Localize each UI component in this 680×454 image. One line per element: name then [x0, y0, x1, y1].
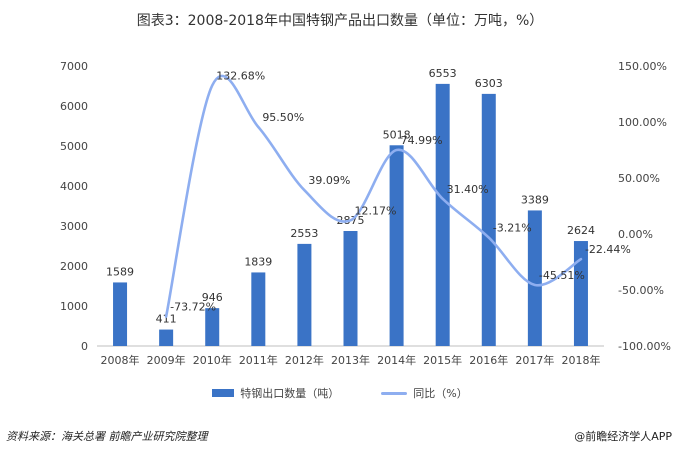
right-axis-tick-label: 0.00%	[618, 228, 653, 241]
yoy-value-label: 95.50%	[262, 111, 304, 124]
bar-value-label: 411	[156, 313, 177, 326]
left-axis-tick-label: 4000	[60, 180, 88, 193]
right-axis-tick-label: 50.00%	[618, 172, 660, 185]
x-axis-tick-label: 2016年	[469, 353, 508, 367]
legend-item-line: 同比（%）	[381, 385, 468, 401]
x-axis-tick-label: 2015年	[423, 353, 462, 367]
x-axis-tick-label: 2012年	[285, 353, 324, 367]
legend-line-swatch	[381, 391, 408, 395]
left-axis-tick-label: 5000	[60, 140, 88, 153]
bar-value-label: 1589	[106, 265, 134, 278]
bar-2011年	[251, 272, 266, 346]
yoy-value-label: 31.40%	[447, 183, 489, 196]
bar-value-label: 6553	[429, 67, 457, 80]
bar-2008年	[113, 282, 128, 346]
left-axis-tick-label: 6000	[60, 100, 88, 113]
chart-title: 图表3：2008-2018年中国特钢产品出口数量（单位：万吨，%）	[136, 13, 544, 29]
yoy-value-label: 39.09%	[308, 174, 350, 187]
bar-2015年	[435, 83, 450, 346]
legend-bar-swatch	[212, 389, 235, 397]
bar-2016年	[481, 93, 496, 346]
yoy-value-label: 12.17%	[355, 204, 397, 217]
bar-value-label: 5018	[383, 128, 411, 141]
yoy-line	[164, 74, 583, 318]
yoy-value-label: 74.99%	[401, 134, 443, 147]
left-axis-tick-label: 7000	[60, 60, 88, 73]
yoy-value-label: -22.44%	[585, 243, 631, 256]
right-axis-tick-label: -50.00%	[618, 284, 664, 297]
right-axis-tick-label: 100.00%	[618, 116, 667, 129]
left-axis-tick-label: 0	[81, 340, 88, 353]
source-note: 资料来源：海关总署 前瞻产业研究院整理	[6, 430, 208, 443]
x-axis-tick-label: 2009年	[147, 353, 186, 367]
chart-legend: 特钢出口数量（吨） 同比（%）	[0, 385, 680, 401]
legend-line-label: 同比（%）	[413, 387, 468, 400]
bar-value-label: 946	[202, 291, 223, 304]
right-axis-tick-label: 150.00%	[618, 60, 667, 73]
bar-2017年	[527, 210, 542, 346]
legend-item-bar: 特钢出口数量（吨）	[212, 385, 339, 401]
yoy-value-label: -3.21%	[493, 222, 532, 235]
left-axis-tick-label: 2000	[60, 260, 88, 273]
x-axis-tick-label: 2014年	[377, 353, 416, 367]
left-axis-tick-label: 3000	[60, 220, 88, 233]
bar-2012年	[297, 243, 312, 346]
right-axis-tick-label: -100.00%	[618, 340, 671, 353]
left-axis-tick-label: 1000	[60, 300, 88, 313]
legend-bar-label: 特钢出口数量（吨）	[240, 387, 340, 400]
brand-credit: @前瞻经济学人APP	[574, 430, 672, 443]
x-axis-tick-label: 2010年	[193, 353, 232, 367]
bar-2010年	[205, 308, 220, 346]
bar-value-label: 6303	[475, 77, 503, 90]
yoy-value-label: -73.72%	[170, 301, 216, 314]
yoy-value-label: 132.68%	[216, 69, 265, 82]
x-axis-tick-label: 2011年	[239, 353, 278, 367]
yoy-value-label: -45.51%	[539, 269, 585, 282]
bar-value-label: 1839	[244, 255, 272, 268]
bar-2013年	[343, 231, 358, 346]
bar-value-label: 2624	[567, 224, 595, 237]
bar-2018年	[573, 241, 588, 346]
x-axis-tick-label: 2013年	[331, 353, 370, 367]
x-axis-tick-label: 2018年	[561, 353, 600, 367]
bar-value-label: 2553	[290, 227, 318, 240]
x-axis-tick-label: 2008年	[101, 353, 140, 367]
bar-2014年	[389, 145, 404, 346]
bar-value-label: 3389	[521, 193, 549, 206]
x-axis-tick-label: 2017年	[515, 353, 554, 367]
bar-2009年	[159, 329, 174, 346]
